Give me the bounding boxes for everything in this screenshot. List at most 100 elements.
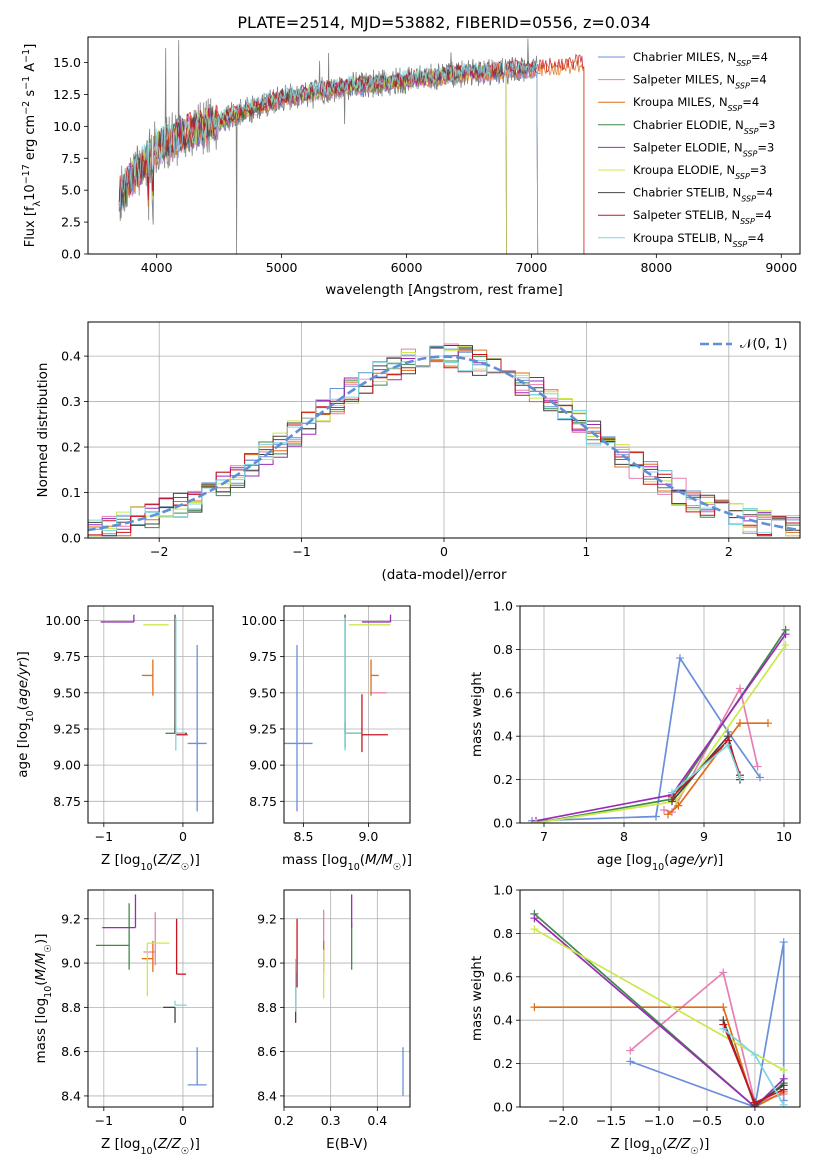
y-tick-label: 0.4: [493, 1013, 513, 1028]
y-tick-label: 8.6: [257, 1044, 277, 1059]
massweight-marker: [626, 1046, 635, 1055]
massweight-marker: [664, 810, 672, 819]
x-tick-label: 8000: [640, 260, 672, 275]
massweight-marker: [779, 1085, 788, 1094]
mass_vs_Z-ylabel: mass [log10(M/M☉)]: [33, 934, 54, 1064]
legend-label: Chabrier ELODIE, NSSP=3: [633, 118, 775, 136]
spectrum-title: PLATE=2514, MJD=53882, FIBERID=0556, z=0…: [237, 13, 650, 32]
y-tick-label: 9.0: [257, 956, 277, 971]
y-tick-label: 8.4: [257, 1088, 277, 1103]
axes-mass_vs_EBV: 0.2 0.3 0.4 8.4 8.6 8.8 9.0 9.2: [257, 890, 410, 1128]
legend-label: Chabrier MILES, NSSP=4: [633, 50, 768, 68]
massweight-marker: [660, 805, 668, 814]
y-tick-label: 0.2: [493, 772, 513, 787]
massweight-marker: [779, 1100, 788, 1107]
massweight-marker: [736, 773, 744, 782]
axes-age_vs_mass: 8.5 9.0 8.75 9.00 9.25 9.50 9.75 10.00: [241, 606, 410, 844]
frame-mass_vs_Z: [87, 889, 214, 1108]
massweight-marker: [674, 801, 683, 810]
age_vs_Z-ylabel: age [log10(age/yr)]: [15, 651, 36, 777]
x-tick-label: 0: [440, 544, 448, 559]
axes-massweight_vs_age: 7 8 9 10 0.0 0.2 0.4 0.6 0.8 1.0: [493, 599, 800, 844]
massweight_vs_Z-ylabel: mass weight: [469, 956, 485, 1041]
legend-label: Chabrier STELIB, NSSP=4: [633, 186, 773, 204]
axes-spectrum: 4000 5000 6000 7000 8000 9000 0.0 2.5 5.0 7.5 10.0…: [53, 55, 797, 275]
x-tick-label: 0: [179, 1113, 187, 1128]
histogram-plot-area: [88, 343, 800, 537]
y-tick-label: 9.0: [61, 956, 81, 971]
massweight-marker: [750, 1098, 759, 1107]
massweight-marker: [781, 641, 790, 650]
model-spectrum-line: [118, 59, 539, 254]
massweight_vs_Z-xlabel: Z [log10(Z/Z☉)]: [611, 1136, 710, 1157]
y-tick-label: 8.4: [61, 1088, 81, 1103]
y-tick-label: 12.5: [53, 87, 81, 102]
x-tick-label: −0.5: [692, 1113, 722, 1128]
y-tick-label: 0.1: [61, 485, 81, 500]
mass_vs_EBV-plot-area: [295, 894, 404, 1096]
massweight-marker: [719, 968, 728, 977]
age_vs_mass-xlabel: mass [log10(M/M☉)]: [282, 852, 412, 873]
massweight_vs_age-xlabel: age [log10(age/yr)]: [597, 852, 723, 873]
y-tick-label: 9.25: [249, 721, 277, 736]
x-tick-label: 4000: [141, 260, 173, 275]
y-tick-label: 1.0: [493, 599, 513, 614]
y-tick-label: 9.2: [61, 911, 81, 926]
massweight-marker: [530, 1003, 539, 1012]
frame-massweight_vs_Z: [519, 889, 801, 1108]
axes-age_vs_Z: −1 0 8.75 9.00 9.25 9.50 9.75 10.00: [45, 606, 213, 844]
spectrum-legend: Chabrier MILES, NSSP=4 Salpeter MILES, NS…: [598, 50, 775, 248]
frame-age_vs_Z: [87, 605, 214, 824]
spectrum-ylabel: Flux [fλ10−17 erg cm−2 s−1 A−1]: [21, 44, 43, 248]
y-tick-label: 0.6: [493, 685, 513, 700]
legend-label: Salpeter STELIB, NSSP=4: [633, 208, 772, 226]
x-tick-label: 0.3: [321, 1113, 341, 1128]
y-tick-label: 10.0: [53, 119, 81, 134]
y-tick-label: 0.0: [61, 531, 81, 546]
x-tick-label: 5000: [266, 260, 298, 275]
massweight-marker: [652, 812, 660, 821]
massweight_vs_age-ylabel: mass weight: [469, 672, 485, 757]
x-tick-label: 9.0: [358, 829, 378, 844]
frame-massweight_vs_age: [519, 605, 801, 824]
mass_vs_Z-xlabel: Z [log10(Z/Z☉)]: [101, 1136, 200, 1157]
y-tick-label: 0.2: [493, 1056, 513, 1071]
x-tick-label: 0: [179, 829, 187, 844]
legend-label: Kroupa STELIB, NSSP=4: [633, 231, 764, 249]
model-spectrum-line: [118, 53, 585, 254]
x-tick-label: 2: [725, 544, 733, 559]
age_vs_Z-plot-area: [100, 614, 207, 812]
axes-mass_vs_Z: −1 0 8.4 8.6 8.8 9.0 9.2: [61, 890, 213, 1128]
mass_vs_EBV-xlabel: E(B-V): [326, 1136, 368, 1152]
y-tick-label: 8.6: [61, 1044, 81, 1059]
x-tick-label: 1: [582, 544, 590, 559]
age_vs_mass-plot-area: [284, 614, 392, 812]
x-tick-label: 8: [620, 829, 628, 844]
y-tick-label: 9.75: [53, 649, 81, 664]
massweight-marker: [779, 1066, 788, 1075]
normal-legend-label: 𝒩(0, 1): [740, 337, 787, 352]
y-tick-label: 0.6: [493, 969, 513, 984]
massweight-marker: [779, 938, 788, 947]
massweight-marker: [781, 630, 790, 639]
y-tick-label: 9.2: [257, 911, 277, 926]
x-tick-label: 7: [540, 829, 548, 844]
massweight-marker: [668, 788, 676, 797]
massweight-series-line: [630, 941, 785, 1107]
y-tick-label: 8.75: [249, 794, 277, 809]
spectrum-xlabel: wavelength [Angstrom, rest frame]: [325, 282, 563, 298]
massweight-series-line: [534, 1006, 785, 1107]
y-tick-label: 8.8: [257, 1000, 277, 1015]
mass_vs_Z-plot-area: [95, 894, 207, 1086]
massweight-marker: [626, 1057, 635, 1066]
massweight-marker: [764, 719, 772, 728]
y-tick-label: 9.50: [53, 685, 81, 700]
x-tick-label: 0.2: [274, 1113, 294, 1128]
massweight-series-line: [533, 928, 785, 1071]
massweight-series-line: [629, 970, 784, 1104]
massweight-marker: [750, 1050, 759, 1059]
massweight-marker: [753, 762, 762, 771]
spectrum-plot-area: [118, 38, 585, 254]
hist-ylabel: Normed distribution: [35, 363, 51, 498]
massweight_vs_age-plot-area: [528, 625, 790, 823]
